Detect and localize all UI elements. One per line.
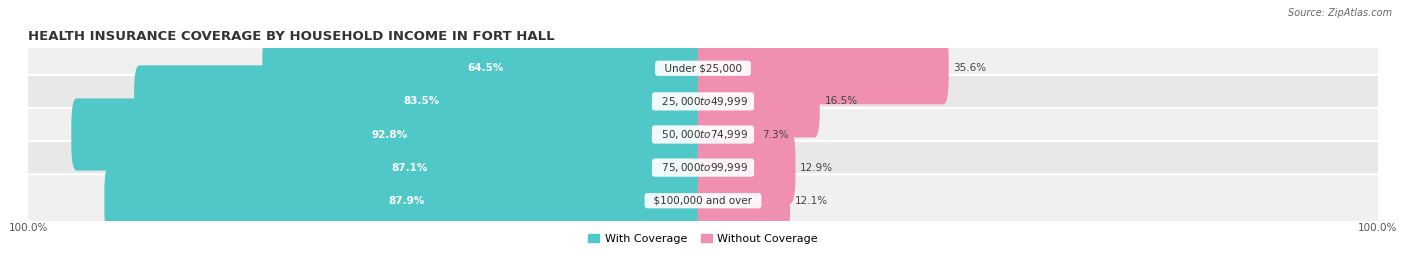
Text: 16.5%: 16.5% xyxy=(824,96,858,107)
FancyBboxPatch shape xyxy=(697,32,949,104)
Legend: With Coverage, Without Coverage: With Coverage, Without Coverage xyxy=(586,231,820,246)
FancyBboxPatch shape xyxy=(697,132,796,204)
FancyBboxPatch shape xyxy=(110,132,709,204)
Text: $75,000 to $99,999: $75,000 to $99,999 xyxy=(655,161,751,174)
FancyBboxPatch shape xyxy=(27,108,1379,161)
FancyBboxPatch shape xyxy=(27,141,1379,194)
Text: 83.5%: 83.5% xyxy=(404,96,439,107)
Text: 12.9%: 12.9% xyxy=(800,162,834,173)
Text: 87.1%: 87.1% xyxy=(391,162,427,173)
FancyBboxPatch shape xyxy=(697,165,790,237)
Text: Source: ZipAtlas.com: Source: ZipAtlas.com xyxy=(1288,8,1392,18)
FancyBboxPatch shape xyxy=(134,65,709,137)
FancyBboxPatch shape xyxy=(697,65,820,137)
Text: 7.3%: 7.3% xyxy=(762,129,789,140)
Text: 12.1%: 12.1% xyxy=(794,196,828,206)
FancyBboxPatch shape xyxy=(697,98,758,171)
Text: $100,000 and over: $100,000 and over xyxy=(647,196,759,206)
FancyBboxPatch shape xyxy=(263,32,709,104)
FancyBboxPatch shape xyxy=(27,75,1379,128)
FancyBboxPatch shape xyxy=(27,174,1379,227)
FancyBboxPatch shape xyxy=(27,42,1379,95)
Text: HEALTH INSURANCE COVERAGE BY HOUSEHOLD INCOME IN FORT HALL: HEALTH INSURANCE COVERAGE BY HOUSEHOLD I… xyxy=(28,30,555,43)
Text: 87.9%: 87.9% xyxy=(388,196,425,206)
Text: 64.5%: 64.5% xyxy=(467,63,503,73)
Text: $50,000 to $74,999: $50,000 to $74,999 xyxy=(655,128,751,141)
FancyBboxPatch shape xyxy=(72,98,709,171)
Text: $25,000 to $49,999: $25,000 to $49,999 xyxy=(655,95,751,108)
Text: Under $25,000: Under $25,000 xyxy=(658,63,748,73)
Text: 35.6%: 35.6% xyxy=(953,63,987,73)
Text: 92.8%: 92.8% xyxy=(371,129,408,140)
FancyBboxPatch shape xyxy=(104,165,709,237)
